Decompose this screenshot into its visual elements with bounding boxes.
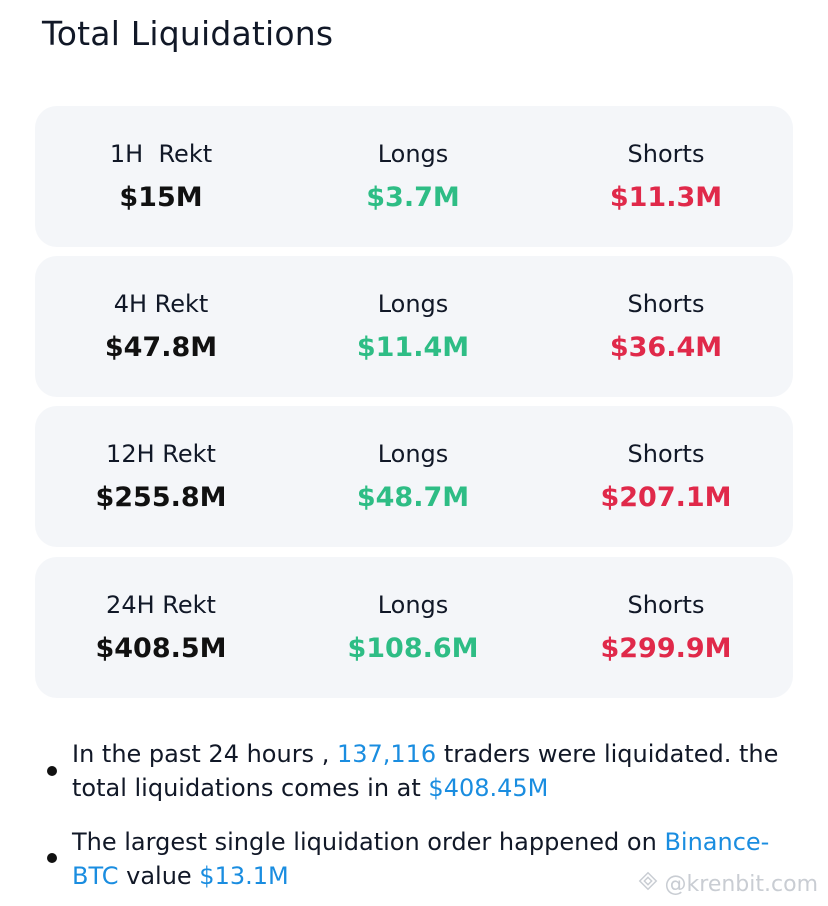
traders-count-link[interactable]: 137,116 bbox=[336, 740, 437, 768]
watermark-text: @krenbit.com bbox=[664, 871, 818, 897]
shorts-label: Shorts bbox=[627, 591, 705, 619]
bullet-dot bbox=[47, 766, 57, 776]
bullet-text: The largest single liquidation order hap… bbox=[72, 828, 665, 856]
longs-value: $3.7M bbox=[366, 182, 460, 213]
total-liquidations-link[interactable]: $408.45M bbox=[428, 774, 549, 802]
longs-value: $48.7M bbox=[356, 482, 470, 513]
rekt-value: $15M bbox=[119, 182, 203, 213]
diamond-logo-icon bbox=[637, 870, 659, 898]
page-title: Total Liquidations bbox=[42, 14, 334, 53]
liquidation-card-4h: 4H Rekt $47.8M Longs $11.4M Shorts $36.4… bbox=[35, 256, 793, 397]
longs-label: Longs bbox=[377, 591, 449, 619]
shorts-label: Shorts bbox=[627, 440, 705, 468]
shorts-value: $11.3M bbox=[609, 182, 723, 213]
rekt-value: $47.8M bbox=[104, 332, 218, 363]
longs-value: $108.6M bbox=[347, 633, 479, 664]
watermark: @krenbit.com bbox=[637, 870, 818, 898]
rekt-label: 4H Rekt bbox=[113, 290, 209, 318]
rekt-value: $408.5M bbox=[95, 633, 227, 664]
shorts-label: Shorts bbox=[627, 290, 705, 318]
order-value-link[interactable]: $13.1M bbox=[199, 862, 289, 890]
summary-bullet-largest-order: The largest single liquidation order hap… bbox=[72, 825, 792, 893]
shorts-value: $36.4M bbox=[609, 332, 723, 363]
rekt-label: 12H Rekt bbox=[106, 440, 216, 468]
bullet-text: traders were liquidated. the total liqui… bbox=[72, 740, 779, 802]
shorts-label: Shorts bbox=[627, 140, 705, 168]
longs-label: Longs bbox=[377, 140, 449, 168]
bullet-dot bbox=[47, 853, 57, 863]
rekt-label: 1H Rekt bbox=[109, 140, 213, 168]
bullet-text: value bbox=[118, 862, 200, 890]
shorts-value: $299.9M bbox=[600, 633, 732, 664]
rekt-value: $255.8M bbox=[95, 482, 227, 513]
liquidation-card-1h: 1H Rekt $15M Longs $3.7M Shorts $11.3M bbox=[35, 106, 793, 247]
summary-bullet-traders: In the past 24 hours , 137,116 traders w… bbox=[72, 737, 792, 805]
longs-value: $11.4M bbox=[356, 332, 470, 363]
liquidation-card-24h: 24H Rekt $408.5M Longs $108.6M Shorts $2… bbox=[35, 557, 793, 698]
longs-label: Longs bbox=[377, 440, 449, 468]
bullet-text: In the past 24 hours , bbox=[72, 740, 337, 768]
longs-label: Longs bbox=[377, 290, 449, 318]
liquidation-card-12h: 12H Rekt $255.8M Longs $48.7M Shorts $20… bbox=[35, 406, 793, 547]
rekt-label: 24H Rekt bbox=[106, 591, 216, 619]
shorts-value: $207.1M bbox=[600, 482, 732, 513]
exchange-pair-link[interactable]: Binance-BTC bbox=[72, 828, 770, 890]
